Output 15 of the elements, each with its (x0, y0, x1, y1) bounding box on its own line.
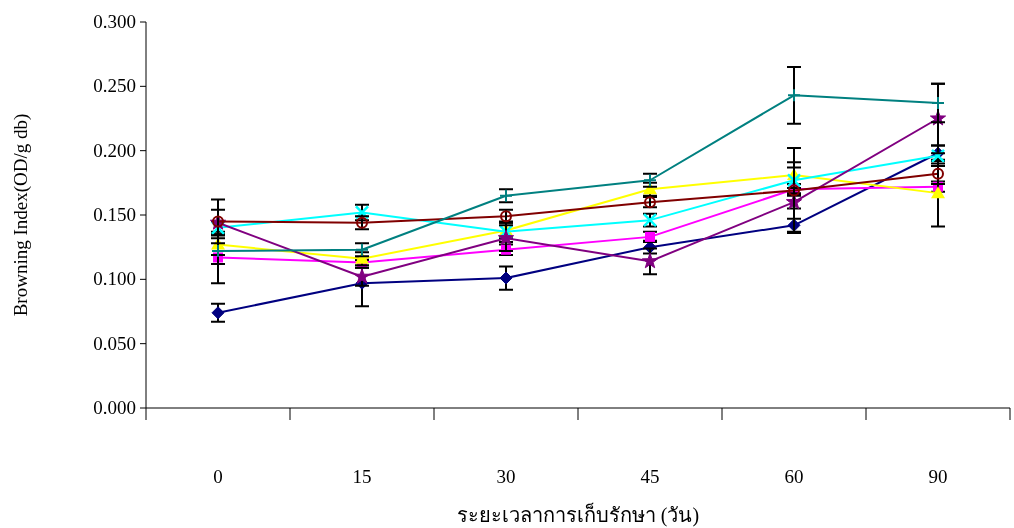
x-tick-label: 0 (213, 466, 223, 487)
x-tick-label: 60 (784, 466, 804, 487)
x-axis-title: ระยะเวลาการเก็บรักษา (วัน) (456, 502, 700, 527)
y-tick-label: 0.000 (93, 397, 136, 418)
y-tick-label: 0.200 (93, 139, 136, 161)
x-tick-label: 45 (640, 466, 660, 487)
x-tick-label: 15 (352, 466, 372, 487)
y-tick-label: 0.300 (93, 11, 136, 32)
x-tick-label: 90 (928, 466, 948, 487)
x-tick-label: 30 (496, 466, 516, 487)
y-tick-label: 0.050 (93, 332, 136, 354)
y-axis-title: Browning Index(OD/g db) (10, 113, 32, 317)
y-tick-label: 0.100 (93, 268, 136, 290)
y-tick-label: 0.250 (93, 75, 136, 97)
y-tick-label: 0.150 (93, 204, 136, 225)
